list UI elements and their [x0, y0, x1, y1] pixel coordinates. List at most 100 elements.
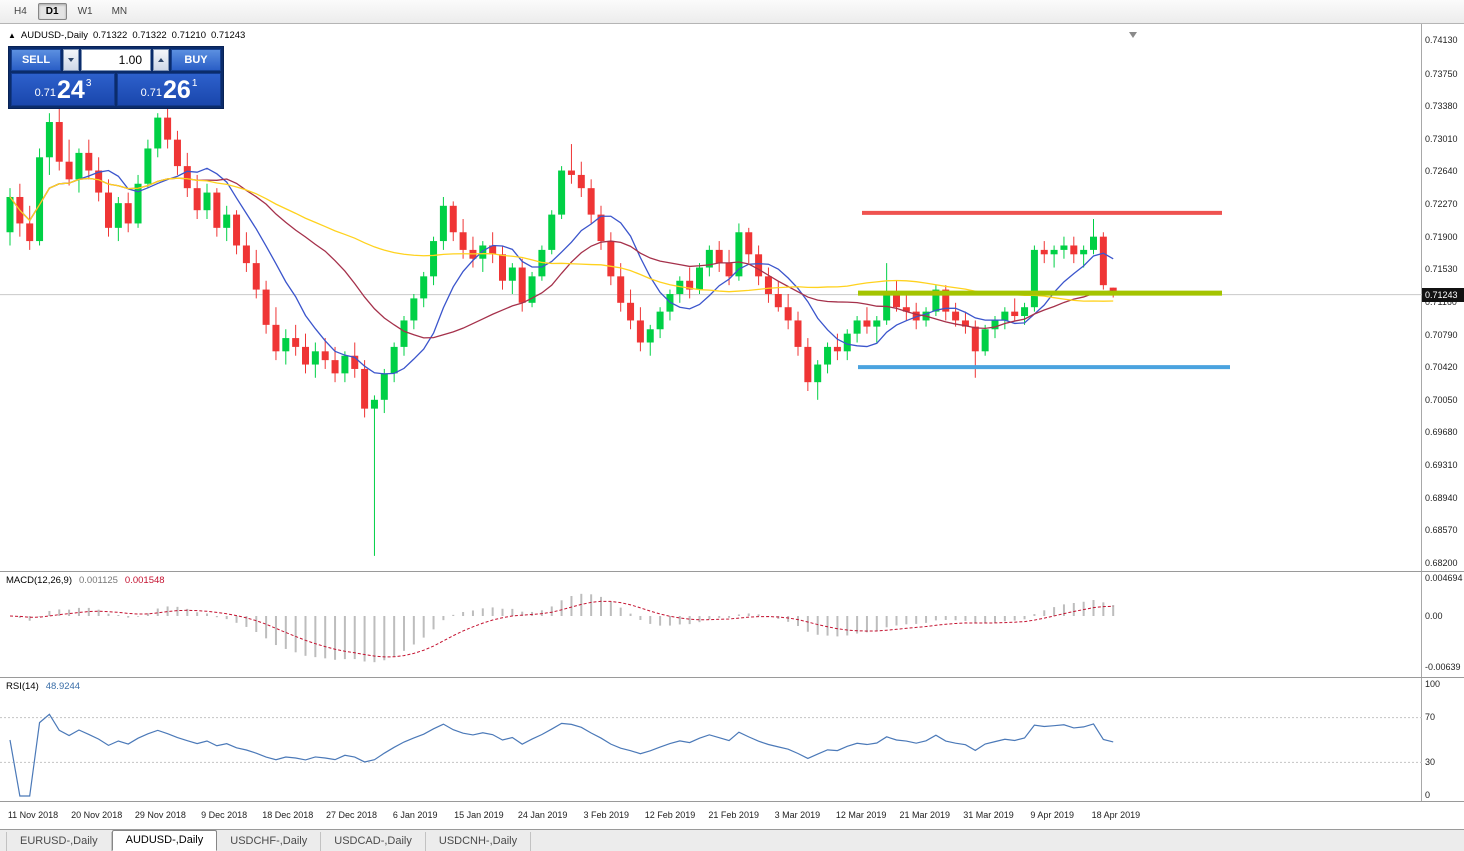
macd-signal-line	[9, 600, 1114, 658]
date-axis[interactable]: 11 Nov 2018 20 Nov 2018 29 Nov 2018 9 Dec 2…	[0, 801, 1464, 829]
price-chart-plot[interactable]: ▲ AUDUSD-,Daily 0.71322 0.71322 0.71210 …	[0, 24, 1422, 571]
ohlc-high: 0.71322	[132, 30, 167, 41]
date-axis-label: 18 Dec 2018	[262, 810, 314, 820]
rsi-axis-100: 100	[1425, 679, 1441, 689]
timeframe-toolbar: H4 D1 W1 MN	[0, 0, 1464, 24]
volume-decrease-button[interactable]	[63, 49, 79, 71]
buy-price-button[interactable]: 0.71 26 1	[117, 73, 221, 106]
price-axis-label: 0.68940	[1425, 492, 1458, 503]
date-axis-label: 24 Jan 2019	[517, 810, 568, 820]
date-axis-label: 21 Feb 2019	[708, 810, 759, 820]
timeframe-button-h4[interactable]: H4	[14, 6, 27, 17]
volume-value: 1.00	[118, 53, 142, 67]
tab-eurusd[interactable]: EURUSD-,Daily	[6, 832, 112, 851]
buy-button[interactable]: BUY	[171, 49, 221, 71]
price-axis-label: 0.74130	[1425, 35, 1458, 45]
macd-panel: MACD(12,26,9) 0.001125 0.001548 0.004694…	[0, 571, 1464, 677]
price-axis-label: 0.70050	[1425, 394, 1458, 405]
tab-usdcnh[interactable]: USDCNH-,Daily	[426, 832, 532, 851]
ohlc-open: 0.71322	[92, 30, 128, 41]
price-axis-label: 0.68200	[1425, 557, 1458, 568]
macd-axis[interactable]: 0.004694 0.00 -0.00639	[1422, 572, 1464, 677]
candles-layer	[6, 104, 1117, 556]
date-axis-label: 11 Nov 2018	[7, 810, 59, 820]
tab-usdcad[interactable]: USDCAD-,Daily	[321, 832, 426, 851]
date-axis-label: 29 Nov 2018	[134, 810, 186, 820]
chart-tab-bar: EURUSD-,Daily AUDUSD-,Daily USDCHF-,Dail…	[0, 829, 1464, 851]
price-axis-label: 0.72270	[1425, 199, 1458, 210]
date-axis-label: 20 Nov 2018	[71, 810, 123, 820]
chart-header: ▲ AUDUSD-,Daily 0.71322 0.71322 0.71210 …	[8, 30, 245, 41]
sell-price-pips: 24	[57, 76, 85, 104]
price-chart-canvas	[0, 104, 1422, 556]
tab-audusd[interactable]: AUDUSD-,Daily	[111, 830, 218, 851]
chevron-down-icon	[68, 58, 74, 62]
buy-price-point: 1	[191, 78, 198, 89]
rsi-value: 48.9244	[45, 681, 81, 692]
date-axis-label: 3 Feb 2019	[583, 810, 630, 820]
volume-input[interactable]: 1.00	[81, 49, 151, 71]
price-axis-label: 0.71900	[1425, 231, 1458, 242]
date-axis-label: 15 Jan 2019	[454, 810, 504, 820]
date-axis-label: 27 Dec 2018	[325, 810, 378, 820]
timeframe-button-mn[interactable]: MN	[111, 6, 128, 17]
chevron-up-icon	[158, 58, 164, 62]
price-axis-label: 0.72640	[1425, 166, 1458, 177]
date-axis-label: 12 Mar 2019	[835, 810, 887, 820]
date-axis-label: 12 Feb 2019	[644, 810, 696, 820]
rsi-line	[9, 713, 1114, 797]
rsi-panel: RSI(14) 48.9244 100 70 30 0	[0, 677, 1464, 801]
price-axis-label: 0.70420	[1425, 362, 1458, 373]
one-click-trading-panel: SELL 1.00 BUY 0.71 24 3 0.71 26 1	[8, 46, 224, 109]
price-axis[interactable]: 0.71243 0.74130 0.73750 0.73380 0.73010 0.72…	[1422, 24, 1464, 571]
rsi-axis[interactable]: 100 70 30 0	[1422, 678, 1464, 801]
sell-price-point: 3	[85, 78, 92, 89]
volume-increase-button[interactable]	[153, 49, 169, 71]
rsi-axis-30: 30	[1425, 757, 1436, 767]
date-axis-label: 21 Mar 2019	[899, 810, 951, 820]
price-axis-label: 0.69310	[1425, 460, 1458, 471]
symbol-name: AUDUSD-,Daily	[20, 30, 88, 41]
rsi-axis-0: 0	[1425, 790, 1431, 800]
macd-plot[interactable]: MACD(12,26,9) 0.001125 0.001548	[0, 572, 1422, 677]
one-click-controls: SELL 1.00 BUY	[11, 49, 221, 71]
macd-main-value: 0.001125	[79, 575, 118, 586]
rsi-axis-70: 70	[1425, 712, 1436, 722]
date-axis-label: 31 Mar 2019	[963, 810, 1014, 820]
collapse-oneclick-icon[interactable]: ▲	[8, 30, 16, 40]
date-axis-label: 6 Jan 2019	[392, 810, 438, 820]
macd-canvas	[9, 593, 1115, 663]
price-axis-label: 0.71530	[1425, 264, 1458, 275]
sell-button[interactable]: SELL	[11, 49, 61, 71]
macd-histogram	[18, 593, 1115, 663]
timeframe-button-w1[interactable]: W1	[77, 6, 93, 17]
price-axis-label: 0.73010	[1425, 133, 1458, 144]
buy-price-base: 0.71	[140, 87, 163, 99]
ohlc-close: 0.71243	[211, 30, 246, 41]
price-axis-label: 0.70790	[1425, 329, 1458, 340]
price-axis-label: 0.71160	[1425, 296, 1457, 307]
date-axis-label: 3 Mar 2019	[774, 810, 821, 820]
rsi-label: RSI(14) 48.9244	[6, 681, 80, 692]
one-click-prices: 0.71 24 3 0.71 26 1	[11, 73, 221, 106]
price-axis-label: 0.73750	[1425, 68, 1458, 79]
price-axis-label: 0.68570	[1425, 525, 1458, 536]
ohlc-low: 0.71210	[171, 30, 206, 41]
tab-usdchf[interactable]: USDCHF-,Daily	[217, 832, 322, 851]
chart-shift-marker-icon[interactable]	[1129, 32, 1137, 38]
macd-axis-top: 0.004694	[1425, 573, 1463, 583]
macd-signal-value: 0.001548	[124, 575, 165, 586]
rsi-plot[interactable]: RSI(14) 48.9244	[0, 678, 1422, 801]
buy-price-pips: 26	[163, 76, 191, 104]
rsi-name: RSI(14)	[6, 681, 39, 692]
macd-axis-bottom: -0.00639	[1425, 662, 1461, 672]
timeframe-button-d1[interactable]: D1	[37, 3, 67, 20]
price-axis-label: 0.69680	[1425, 427, 1458, 438]
main-chart-row: ▲ AUDUSD-,Daily 0.71322 0.71322 0.71210 …	[0, 24, 1464, 571]
rsi-canvas	[0, 713, 1422, 797]
macd-axis-zero: 0.00	[1425, 611, 1443, 621]
macd-name: MACD(12,26,9)	[6, 575, 72, 586]
date-axis-label: 9 Dec 2018	[201, 810, 248, 820]
sell-price-button[interactable]: 0.71 24 3	[11, 73, 115, 106]
price-axis-label: 0.73380	[1425, 101, 1458, 112]
